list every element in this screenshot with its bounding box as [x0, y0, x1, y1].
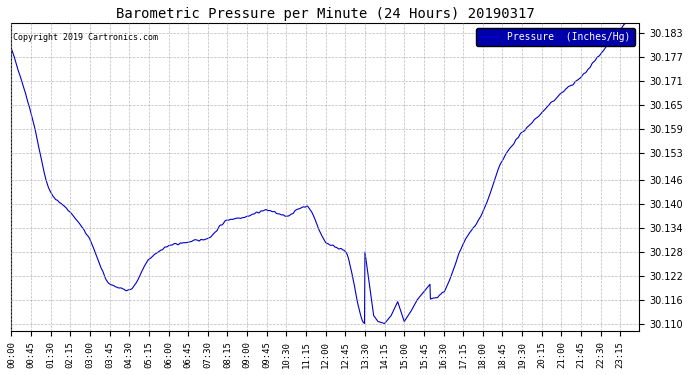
Legend: Pressure  (Inches/Hg): Pressure (Inches/Hg)	[476, 28, 635, 46]
Title: Barometric Pressure per Minute (24 Hours) 20190317: Barometric Pressure per Minute (24 Hours…	[116, 7, 535, 21]
Text: Copyright 2019 Cartronics.com: Copyright 2019 Cartronics.com	[12, 33, 158, 42]
